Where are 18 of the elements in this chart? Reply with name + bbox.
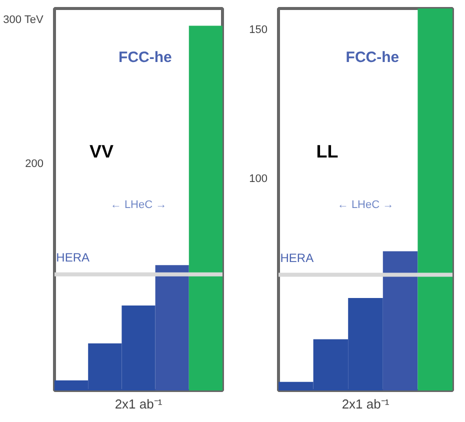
y-tick-label: 150	[249, 24, 268, 36]
bar	[188, 26, 222, 390]
bar	[418, 8, 452, 390]
text: 2x1 ab⁻¹	[114, 396, 163, 412]
bar	[382, 251, 418, 390]
y-tick-label: 300 TeV	[3, 14, 44, 26]
bar	[155, 265, 189, 390]
annotation: FCC-he	[118, 48, 172, 66]
ref-line-label: HERA	[280, 250, 314, 265]
ref-line-label: HERA	[56, 250, 90, 264]
y-tick-label: 100	[249, 173, 268, 186]
annotation: ← LHeC →	[337, 198, 394, 211]
annotation: LL	[316, 141, 338, 162]
text: 2x1 ab⁻¹	[342, 396, 390, 412]
annotation: FCC-he	[346, 48, 400, 66]
annotation: ← LHeC →	[110, 198, 167, 211]
annotation: VV	[90, 141, 114, 162]
y-tick-label: 200	[25, 158, 44, 170]
